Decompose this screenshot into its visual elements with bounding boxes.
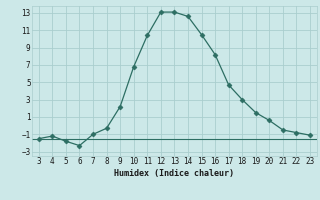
X-axis label: Humidex (Indice chaleur): Humidex (Indice chaleur) bbox=[115, 169, 234, 178]
